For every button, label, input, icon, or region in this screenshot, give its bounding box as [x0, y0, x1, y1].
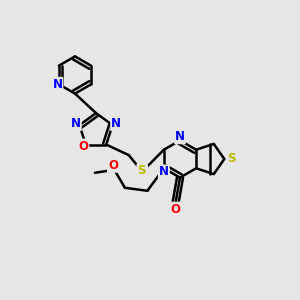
- Text: N: N: [71, 117, 81, 130]
- Text: S: S: [226, 152, 235, 166]
- Text: N: N: [159, 165, 169, 178]
- Text: O: O: [170, 202, 181, 216]
- Text: O: O: [108, 159, 118, 172]
- Text: O: O: [78, 140, 88, 153]
- Text: N: N: [111, 117, 121, 130]
- Text: N: N: [175, 130, 185, 143]
- Text: S: S: [139, 165, 147, 178]
- Text: N: N: [52, 78, 62, 91]
- Text: S: S: [137, 164, 146, 178]
